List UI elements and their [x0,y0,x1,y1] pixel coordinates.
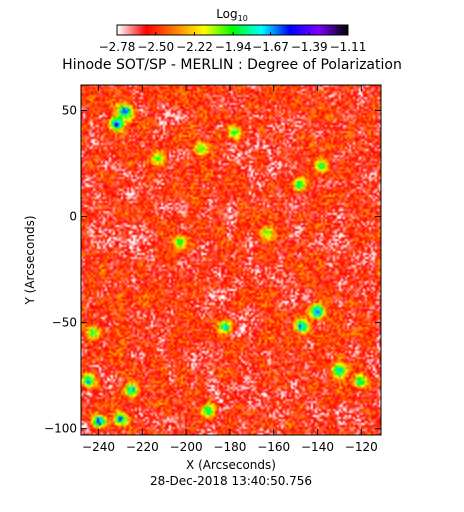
x-axis-label: X (Arcseconds) [186,458,276,472]
x-tick-label: −140 [301,440,334,454]
y-tick-label: 0 [69,210,77,224]
y-axis: −100 −50 0 50 [44,103,381,436]
colorbar-ticks: −2.78 −2.50 −2.22 −1.94 −1.67 −1.39 −1.11 [99,32,367,54]
heatmap-image [81,85,381,435]
colorbar-tick-label: −2.22 [176,40,213,54]
x-tick-label: −120 [345,440,378,454]
colorbar-tick-label: −1.11 [330,40,367,54]
y-tick-label: 50 [62,103,77,117]
colorbar-tick-label: −1.94 [215,40,252,54]
colorbar-tick-label: −1.67 [252,40,289,54]
colorbar-tick-label: −2.50 [137,40,174,54]
plot-frame [80,84,382,436]
x-tick-label: −220 [126,440,159,454]
colorbar-title: Log10 [216,7,248,23]
x-tick-label: −200 [170,440,203,454]
colorbar-frame [116,24,349,36]
x-tick-label: −160 [257,440,290,454]
y-tick-label: −50 [52,316,77,330]
y-tick-label: −100 [44,422,77,436]
colorbar-tick-label: −1.39 [291,40,328,54]
timestamp: 28-Dec-2018 13:40:50.756 [150,474,312,488]
y-axis-label: Y (Arcseconds) [23,215,37,305]
x-axis: −240 −220 −200 −180 −160 −140 −120 [82,85,378,454]
colorbar-tick-label: −2.78 [99,40,136,54]
colorbar [117,25,348,35]
x-tick-label: −240 [82,440,115,454]
chart-title: Hinode SOT/SP - MERLIN : Degree of Polar… [62,57,402,73]
x-tick-label: −180 [213,440,246,454]
